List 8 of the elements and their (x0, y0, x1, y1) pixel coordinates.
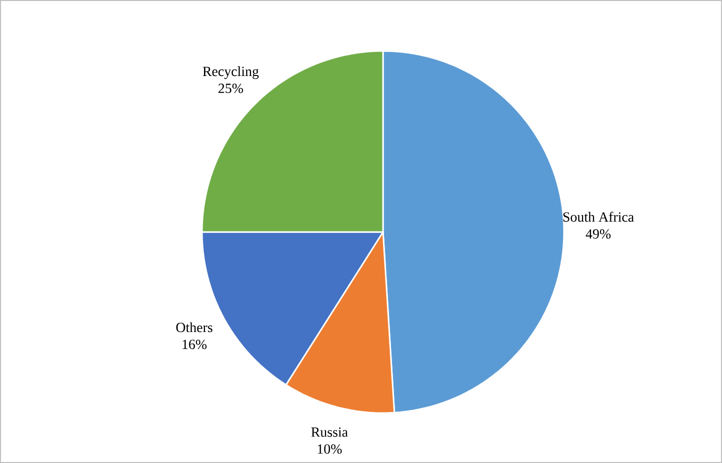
slice-label: South Africa (563, 212, 634, 222)
slice-label: Others (176, 322, 212, 332)
data-label: 49% (586, 229, 611, 239)
data-label: 10% (318, 444, 342, 454)
slice-label: Recycling (202, 66, 259, 79)
data-label: 16% (182, 340, 207, 350)
data-label: 25% (218, 84, 244, 94)
slice-label: Russia (311, 427, 348, 437)
